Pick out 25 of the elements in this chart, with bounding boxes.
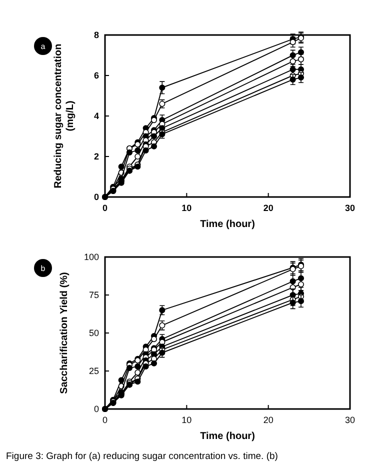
y-tick-label: 6 bbox=[94, 70, 99, 80]
x-tick-label: 20 bbox=[263, 203, 274, 213]
x-tick-label: 10 bbox=[182, 203, 192, 213]
y-tick-label: 75 bbox=[88, 290, 99, 300]
x-axis-title: Time (hour) bbox=[200, 219, 255, 230]
y-tick-label: 4 bbox=[94, 111, 99, 121]
x-tick-label: 0 bbox=[102, 415, 108, 425]
y-tick-label: 2 bbox=[94, 152, 99, 162]
y-tick-label: 50 bbox=[88, 328, 99, 338]
x-tick-label: 30 bbox=[344, 203, 356, 213]
y-axis-title: Reducing sugar concentration (mg/L) bbox=[53, 44, 76, 188]
x-tick-label: 10 bbox=[182, 415, 192, 425]
text: b bbox=[40, 264, 46, 273]
caption: Figure 3: Graph for (a) reducing sugar concentration vs. time. (b) bbox=[6, 451, 278, 462]
y-tick-label: 100 bbox=[84, 252, 99, 262]
x-axis-title: Time (hour) bbox=[200, 431, 255, 442]
x-tick-label: 30 bbox=[344, 415, 356, 425]
y-tick-label: 25 bbox=[88, 366, 99, 376]
y-axis-title: Saccharification Yield (%) bbox=[59, 272, 70, 394]
y-tick-label: 8 bbox=[94, 30, 99, 40]
x-tick-label: 0 bbox=[102, 203, 108, 213]
y-tick-label: 0 bbox=[94, 404, 99, 414]
text: a bbox=[40, 42, 46, 51]
y-tick-label: 0 bbox=[94, 192, 99, 202]
x-tick-label: 20 bbox=[263, 415, 274, 425]
